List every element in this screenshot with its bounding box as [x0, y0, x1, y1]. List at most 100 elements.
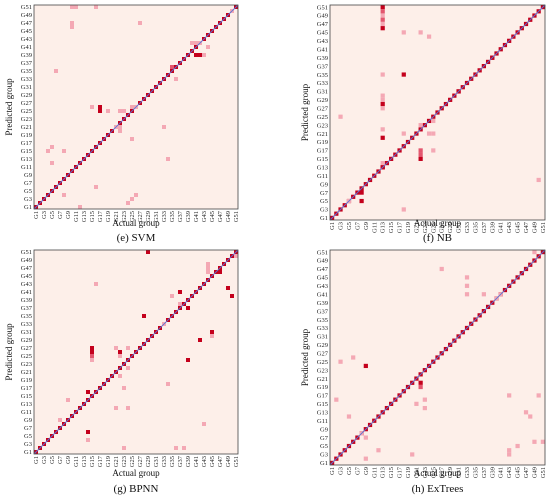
y-tick-label: G23 [21, 361, 32, 368]
y-tick-label: G19 [21, 132, 32, 139]
matrix-cell [210, 330, 214, 334]
y-tick-label: G9 [320, 181, 328, 188]
matrix-cell [202, 422, 206, 426]
matrix-cell [507, 393, 512, 398]
x-tick-label: G21 [413, 222, 420, 233]
bpnn-confusion-matrix: G1G3G5G7G9G11G13G15G17G19G21G23G25G27G29… [4, 249, 240, 495]
y-tick-label: G1 [320, 460, 328, 467]
matrix-cell [418, 384, 423, 390]
matrix-cell [481, 292, 486, 297]
y-tick-label: G41 [317, 291, 328, 298]
matrix-cell [523, 410, 529, 415]
matrix-cell [130, 137, 134, 141]
matrix-cell [94, 185, 98, 189]
matrix-cell [50, 161, 54, 165]
y-tick-label: G21 [317, 131, 328, 138]
matrix-cell [90, 354, 94, 358]
y-tick-label: G23 [317, 367, 328, 374]
x-tick-label: G9 [363, 467, 370, 475]
x-tick-label: G5 [346, 222, 353, 230]
y-tick-label: G19 [317, 139, 328, 146]
matrix-cell [210, 334, 214, 338]
y-tick-label: G7 [24, 180, 33, 187]
y-tick-label: G15 [21, 148, 32, 155]
matrix-cell [54, 69, 58, 73]
matrix-cell [186, 358, 190, 362]
y-tick-label: G41 [21, 289, 32, 296]
y-tick-label: G17 [317, 393, 329, 400]
matrix-cell [114, 406, 118, 410]
y-tick-label: G31 [21, 84, 32, 91]
matrix-cell [338, 359, 343, 364]
y-tick-label: G31 [21, 329, 32, 336]
y-tick-label: G3 [24, 441, 32, 448]
x-tick-label: G35 [472, 467, 479, 478]
plot-frame [33, 4, 239, 210]
matrix-cell [86, 390, 90, 394]
matrix-cell [206, 270, 210, 274]
matrix-cell [426, 34, 432, 39]
matrix-cell [94, 5, 98, 9]
y-tick-label: G35 [317, 317, 328, 324]
y-tick-label: G33 [21, 321, 32, 328]
matrix-cell [198, 338, 202, 342]
x-tick-label: G41 [193, 456, 200, 467]
matrix-cell [422, 397, 427, 402]
x-tick-label: G11 [371, 222, 378, 233]
x-tick-label: G3 [338, 222, 345, 230]
matrix-cell [418, 152, 423, 157]
matrix-cell [380, 160, 385, 166]
matrix-cell [70, 21, 74, 25]
x-tick-label: G45 [515, 467, 522, 478]
matrix-cell [234, 254, 238, 258]
y-tick-label: G15 [317, 401, 328, 408]
y-tick-label: G5 [320, 443, 328, 450]
matrix-cell [431, 118, 436, 124]
x-tick-label: G1 [33, 456, 40, 464]
x-tick-label: G49 [531, 222, 538, 233]
x-tick-label: G5 [49, 211, 56, 219]
matrix-cell [98, 105, 102, 109]
x-tick-label: G37 [481, 221, 488, 233]
matrix-cell [58, 418, 62, 422]
y-tick-label: G49 [317, 13, 328, 20]
x-tick-label: G27 [439, 466, 446, 478]
x-tick-label: G29 [145, 456, 152, 467]
x-tick-label: G51 [540, 467, 547, 478]
matrix-cell [363, 456, 368, 461]
matrix-cell [178, 290, 182, 294]
x-tick-label: G19 [405, 222, 412, 233]
matrix-cell [86, 438, 90, 442]
matrix-cell [162, 125, 166, 129]
y-tick-label: G51 [317, 249, 328, 256]
x-tick-label: G41 [193, 211, 200, 222]
x-tick-label: G47 [217, 455, 224, 467]
x-tick-label: G19 [105, 211, 112, 222]
matrix-cell [122, 386, 126, 390]
y-tick-label: G21 [21, 369, 32, 376]
y-tick-label: G29 [317, 342, 328, 349]
diagonal-line [33, 249, 239, 455]
y-tick-label: G27 [21, 100, 33, 107]
x-tick-label: G17 [397, 466, 404, 478]
matrix-cell [346, 414, 352, 419]
matrix-cell [78, 205, 82, 209]
y-tick-label: G23 [21, 116, 32, 123]
y-tick-label: G11 [317, 418, 328, 425]
matrix-cell [380, 106, 385, 111]
matrix-cell [190, 41, 194, 45]
matrix-cell [90, 346, 94, 350]
y-tick-label: G33 [317, 325, 328, 332]
matrix-cell [118, 129, 122, 133]
matrix-cell [118, 350, 122, 354]
x-tick-label: G45 [209, 211, 216, 222]
x-tick-label: G21 [113, 456, 120, 467]
x-tick-label: G9 [65, 211, 72, 219]
matrix-cell [507, 448, 512, 453]
matrix-cell [528, 414, 533, 419]
y-tick-label: G25 [317, 114, 328, 121]
y-tick-label: G37 [21, 60, 33, 67]
matrix-cell [532, 250, 537, 255]
y-tick-label: G7 [24, 425, 33, 432]
